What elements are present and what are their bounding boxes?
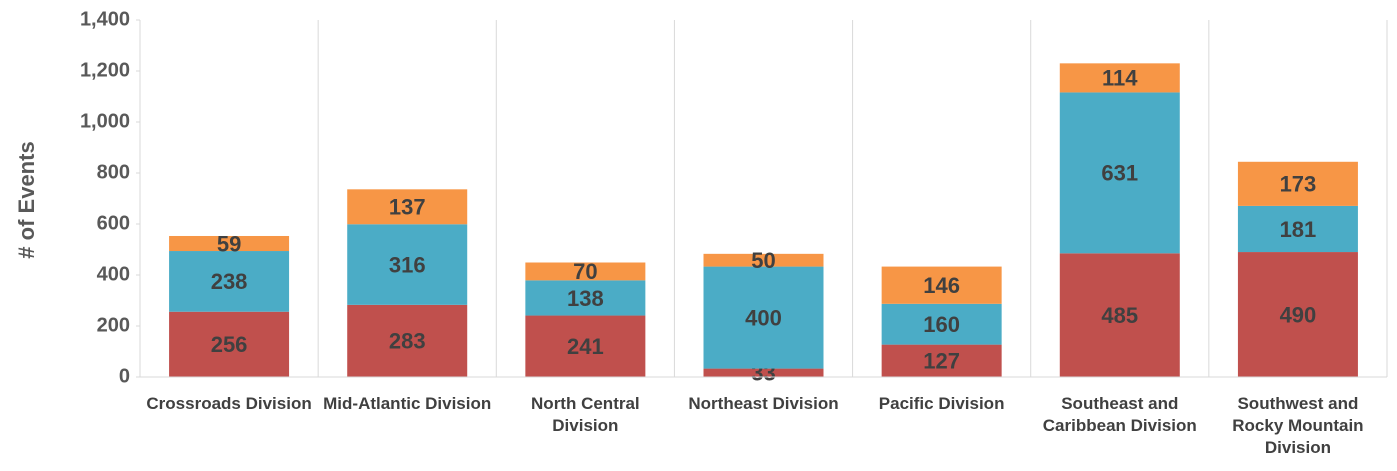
bar-segment	[703, 368, 824, 377]
data-label: 160	[923, 312, 960, 337]
bar-segment	[1059, 92, 1180, 254]
data-label: 146	[923, 273, 960, 298]
bar-segment	[525, 315, 646, 377]
bar-segment	[881, 303, 1002, 345]
data-label: 283	[389, 329, 426, 354]
bar-segment	[1059, 253, 1180, 377]
y-tick-label: 0	[119, 365, 130, 387]
bar-segment	[347, 189, 468, 225]
x-tick-label: Southeast and Caribbean Division	[1042, 394, 1197, 435]
bar-segment	[703, 266, 824, 369]
data-label: 181	[1280, 217, 1317, 242]
bar-segment	[347, 224, 468, 305]
data-label: 256	[211, 332, 248, 357]
bar-segment	[169, 251, 290, 312]
y-tick-label: 1,000	[80, 110, 130, 132]
data-label: 137	[389, 195, 426, 220]
y-tick-label: 1,200	[80, 59, 130, 81]
data-label: 238	[211, 269, 248, 294]
y-tick-label: 200	[97, 314, 130, 336]
data-label: 50	[751, 248, 775, 273]
y-tick-label: 400	[97, 263, 130, 285]
bar-segment	[1237, 252, 1358, 377]
data-label: 59	[217, 231, 241, 256]
bar-segment	[169, 311, 290, 377]
bar-segment	[525, 280, 646, 316]
x-tick-label: Northeast Division	[688, 394, 839, 413]
data-label: 400	[745, 305, 782, 330]
data-label: 70	[573, 259, 597, 284]
data-label: 114	[1102, 66, 1138, 91]
x-tick-label: Mid-Atlantic Division	[323, 394, 492, 413]
data-label: 241	[567, 334, 604, 359]
bar-segment	[1059, 63, 1180, 93]
bar-segment	[1237, 205, 1358, 253]
bar-segment	[1237, 161, 1358, 206]
x-tick-label: North Central Division	[531, 394, 640, 435]
bar-segment	[881, 344, 1002, 377]
data-label: 631	[1101, 161, 1138, 186]
y-tick-label: 600	[97, 212, 130, 234]
x-tick-label: Southwest and Rocky Mountain Division	[1232, 394, 1364, 457]
y-tick-label: 800	[97, 161, 130, 183]
x-tick-label: Pacific Division	[878, 394, 1005, 413]
data-label: 173	[1280, 172, 1317, 197]
data-label: 127	[923, 349, 960, 374]
bar-segment	[881, 266, 1002, 304]
bar-segment	[703, 253, 824, 267]
data-label: 485	[1101, 303, 1138, 328]
bar-segment	[169, 235, 290, 252]
y-tick-label: 1,400	[80, 8, 130, 30]
data-label: 490	[1280, 302, 1317, 327]
data-label: 138	[567, 286, 604, 311]
bar-segment	[525, 262, 646, 281]
data-label: 316	[389, 252, 426, 277]
bar-segment	[347, 304, 468, 377]
y-axis-label: # of Events	[14, 141, 39, 258]
x-tick-label: Crossroads Division	[146, 394, 312, 413]
